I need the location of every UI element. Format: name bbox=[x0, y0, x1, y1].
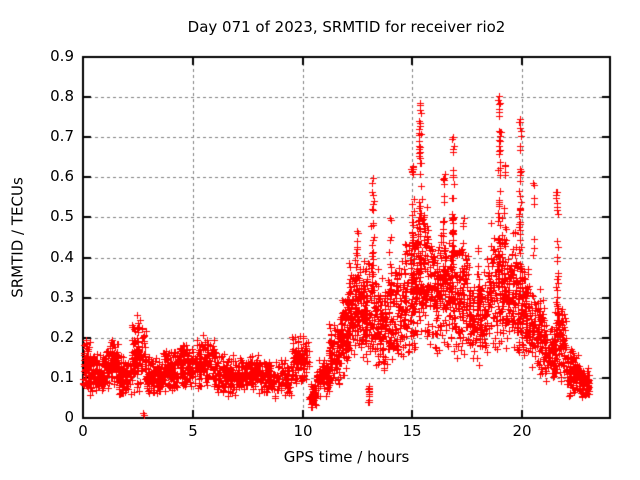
y-tick-label: 0.8 bbox=[50, 87, 74, 105]
y-tick-label: 0.4 bbox=[50, 248, 74, 266]
y-axis-label: SRMTID / TECUs bbox=[8, 177, 27, 298]
x-axis-label: GPS time / hours bbox=[283, 448, 410, 466]
y-tick-label: 0.5 bbox=[50, 207, 74, 225]
y-tick-label: 0.9 bbox=[50, 47, 74, 65]
y-tick-label: 0 bbox=[64, 408, 74, 426]
x-tick-label: 10 bbox=[293, 422, 313, 440]
chart-title: Day 071 of 2023, SRMTID for receiver rio… bbox=[187, 18, 506, 36]
y-tick-label: 0.7 bbox=[50, 127, 74, 145]
y-tick-label: 0.6 bbox=[50, 167, 74, 185]
y-tick-label: 0.1 bbox=[50, 368, 74, 386]
y-tick-label: 0.3 bbox=[50, 288, 74, 306]
x-tick-label: 15 bbox=[402, 422, 422, 440]
x-tick-label: 5 bbox=[188, 422, 198, 440]
y-tick-label: 0.2 bbox=[50, 328, 74, 346]
x-tick-label: 0 bbox=[78, 422, 88, 440]
x-tick-label: 20 bbox=[512, 422, 532, 440]
